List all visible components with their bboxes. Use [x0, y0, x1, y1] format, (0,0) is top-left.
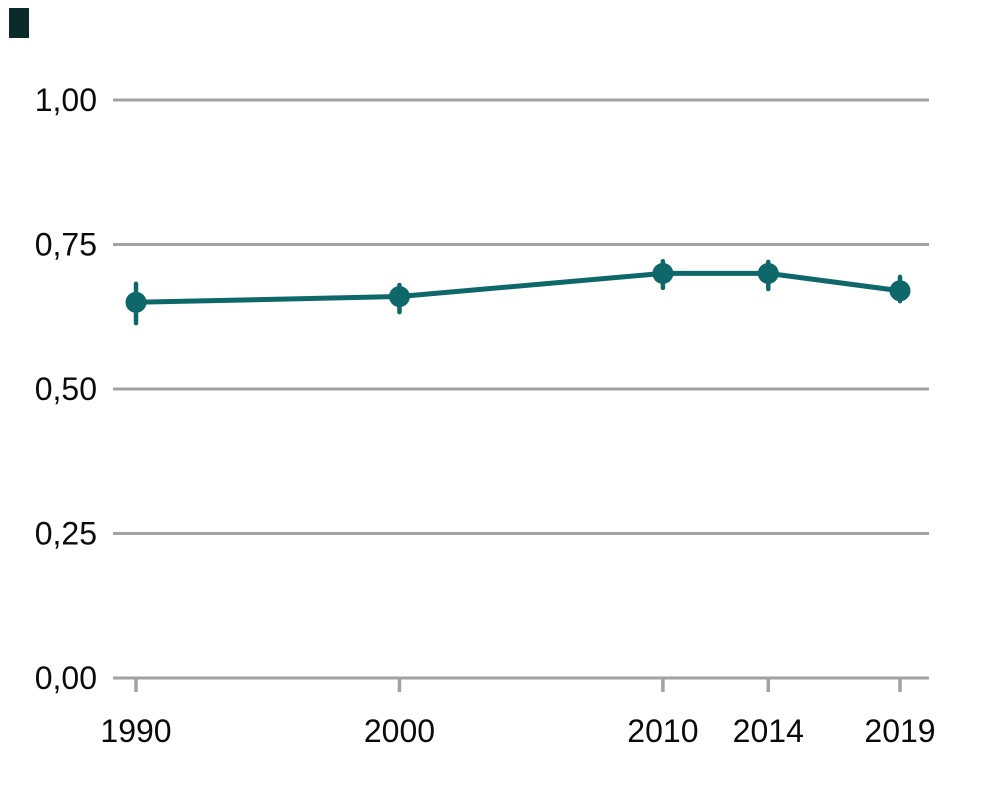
data-point — [652, 262, 674, 284]
y-tick-label: 0,00 — [35, 660, 97, 696]
x-tick-label: 2014 — [733, 713, 804, 749]
x-tick-label: 2010 — [627, 713, 698, 749]
data-point — [757, 262, 779, 284]
corner-mark — [9, 8, 29, 38]
x-axis: 1990 2000 2010 2014 2019 — [100, 678, 936, 749]
data-point — [125, 291, 147, 313]
y-tick-label: 1,00 — [35, 82, 97, 118]
x-tick-label: 2019 — [864, 713, 935, 749]
y-axis-labels: 0,00 0,25 0,50 0,75 1,00 — [35, 82, 97, 696]
y-tick-label: 0,75 — [35, 227, 97, 263]
x-tick-label: 2000 — [364, 713, 435, 749]
y-tick-label: 0,25 — [35, 516, 97, 552]
x-tick-label: 1990 — [100, 713, 171, 749]
data-point — [388, 286, 410, 308]
gridlines — [113, 98, 929, 680]
data-point — [889, 280, 911, 302]
y-tick-label: 0,50 — [35, 371, 97, 407]
trend-line — [133, 270, 903, 305]
data-series — [125, 259, 911, 326]
